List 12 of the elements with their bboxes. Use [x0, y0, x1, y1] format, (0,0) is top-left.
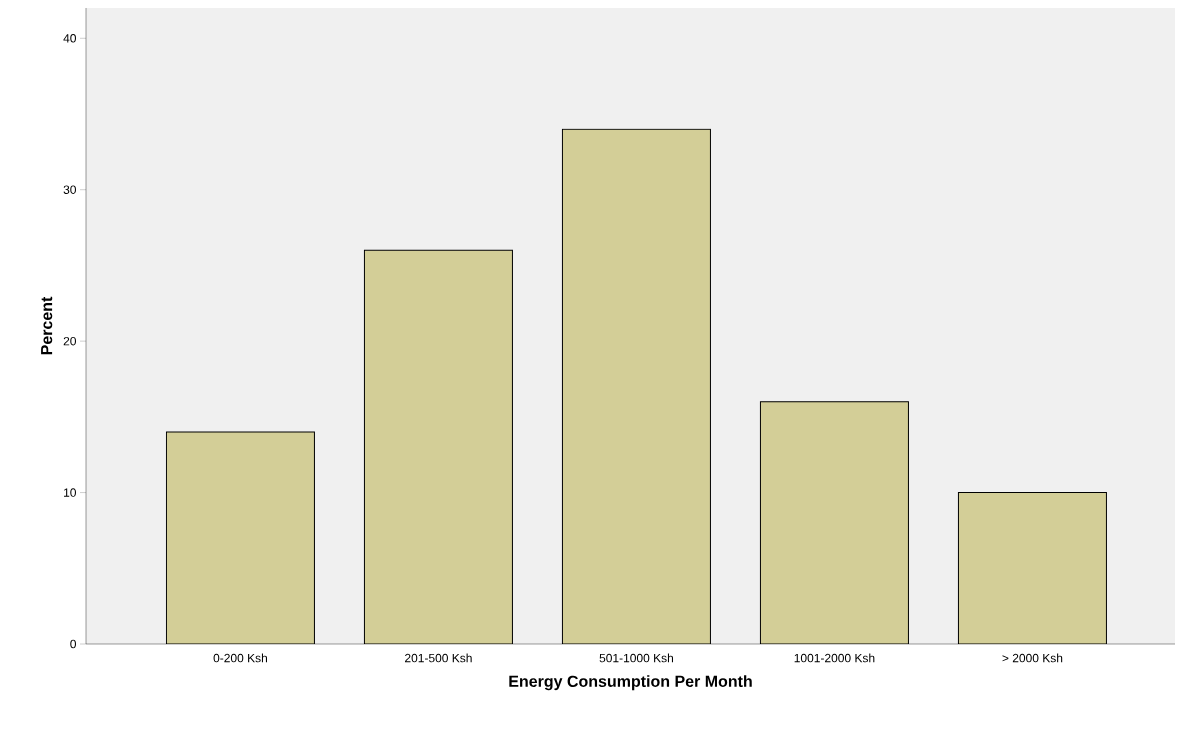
- x-tick-label: 501-1000 Ksh: [599, 653, 674, 663]
- y-axis-title: Percent: [41, 296, 53, 355]
- x-tick-label: 0-200 Ksh: [213, 653, 267, 663]
- y-tick-label: 30: [63, 185, 76, 194]
- x-tick-label: 1001-2000 Ksh: [794, 653, 875, 663]
- y-tick-label: 0: [70, 639, 77, 649]
- x-axis-title: Energy Consumption Per Month: [509, 675, 752, 691]
- y-tick-label: 20: [63, 336, 76, 346]
- x-tick-label: > 2000 Ksh: [1002, 653, 1063, 663]
- x-tick-label: 201-500 Ksh: [405, 653, 472, 663]
- y-tick-label: 40: [63, 34, 76, 43]
- y-tick-label: 10: [64, 488, 76, 497]
